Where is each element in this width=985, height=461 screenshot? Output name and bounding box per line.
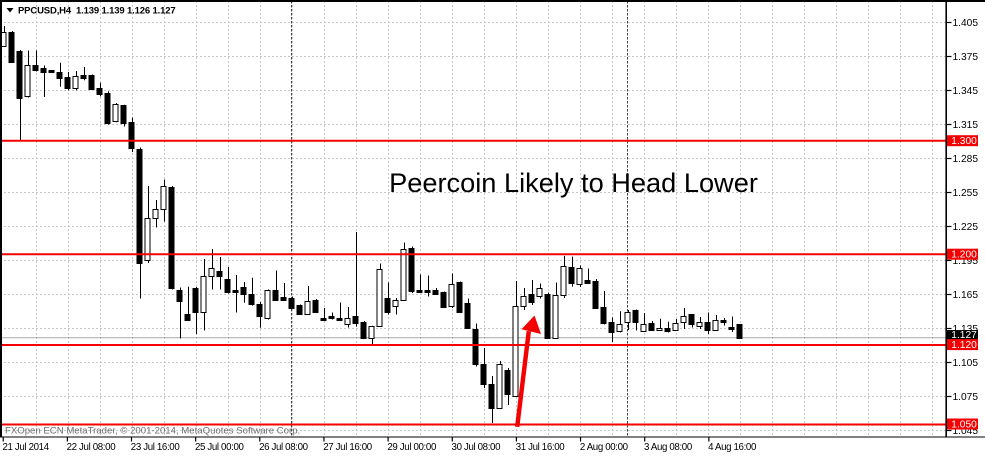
svg-text:30 Jul 08:00: 30 Jul 08:00 (452, 442, 502, 453)
svg-text:PPCUSD,H4 1.139 1.139 1.126 1: PPCUSD,H4 1.139 1.139 1.126 1.127 (18, 6, 176, 17)
svg-text:1.225: 1.225 (953, 222, 979, 233)
svg-text:1.300: 1.300 (951, 136, 977, 147)
svg-text:25 Jul 00:00: 25 Jul 00:00 (195, 442, 245, 453)
svg-text:FXOpen ECN MetaTrader, © 2001-: FXOpen ECN MetaTrader, © 2001-2014, Meta… (5, 425, 300, 436)
svg-text:1.165: 1.165 (953, 290, 979, 301)
svg-text:1.315: 1.315 (953, 120, 979, 131)
svg-text:1.120: 1.120 (951, 340, 977, 351)
svg-text:1.050: 1.050 (951, 419, 977, 430)
svg-text:1.200: 1.200 (951, 250, 977, 261)
svg-text:1.375: 1.375 (953, 52, 979, 63)
svg-text:22 Jul 08:00: 22 Jul 08:00 (67, 442, 117, 453)
svg-text:29 Jul 00:00: 29 Jul 00:00 (387, 442, 437, 453)
svg-text:1.345: 1.345 (953, 86, 979, 97)
svg-text:1.135: 1.135 (953, 324, 979, 335)
svg-text:1.075: 1.075 (953, 392, 979, 403)
svg-text:21 Jul 2014: 21 Jul 2014 (3, 442, 50, 453)
svg-text:Peercoin Likely to Head Lower: Peercoin Likely to Head Lower (389, 167, 758, 198)
svg-text:1.255: 1.255 (953, 188, 979, 199)
svg-text:26 Jul 08:00: 26 Jul 08:00 (259, 442, 309, 453)
svg-text:4 Aug 16:00: 4 Aug 16:00 (708, 442, 757, 453)
svg-text:23 Jul 16:00: 23 Jul 16:00 (131, 442, 181, 453)
svg-text:1.105: 1.105 (953, 358, 979, 369)
svg-text:1.405: 1.405 (953, 18, 979, 29)
svg-text:31 Jul 16:00: 31 Jul 16:00 (516, 442, 566, 453)
svg-text:1.195: 1.195 (953, 256, 979, 267)
svg-text:1.045: 1.045 (953, 426, 979, 437)
svg-text:1.285: 1.285 (953, 154, 979, 165)
svg-text:2 Aug 00:00: 2 Aug 00:00 (580, 442, 629, 453)
svg-text:1.127: 1.127 (951, 330, 977, 341)
svg-text:27 Jul 16:00: 27 Jul 16:00 (323, 442, 373, 453)
svg-text:3 Aug 08:00: 3 Aug 08:00 (644, 442, 693, 453)
